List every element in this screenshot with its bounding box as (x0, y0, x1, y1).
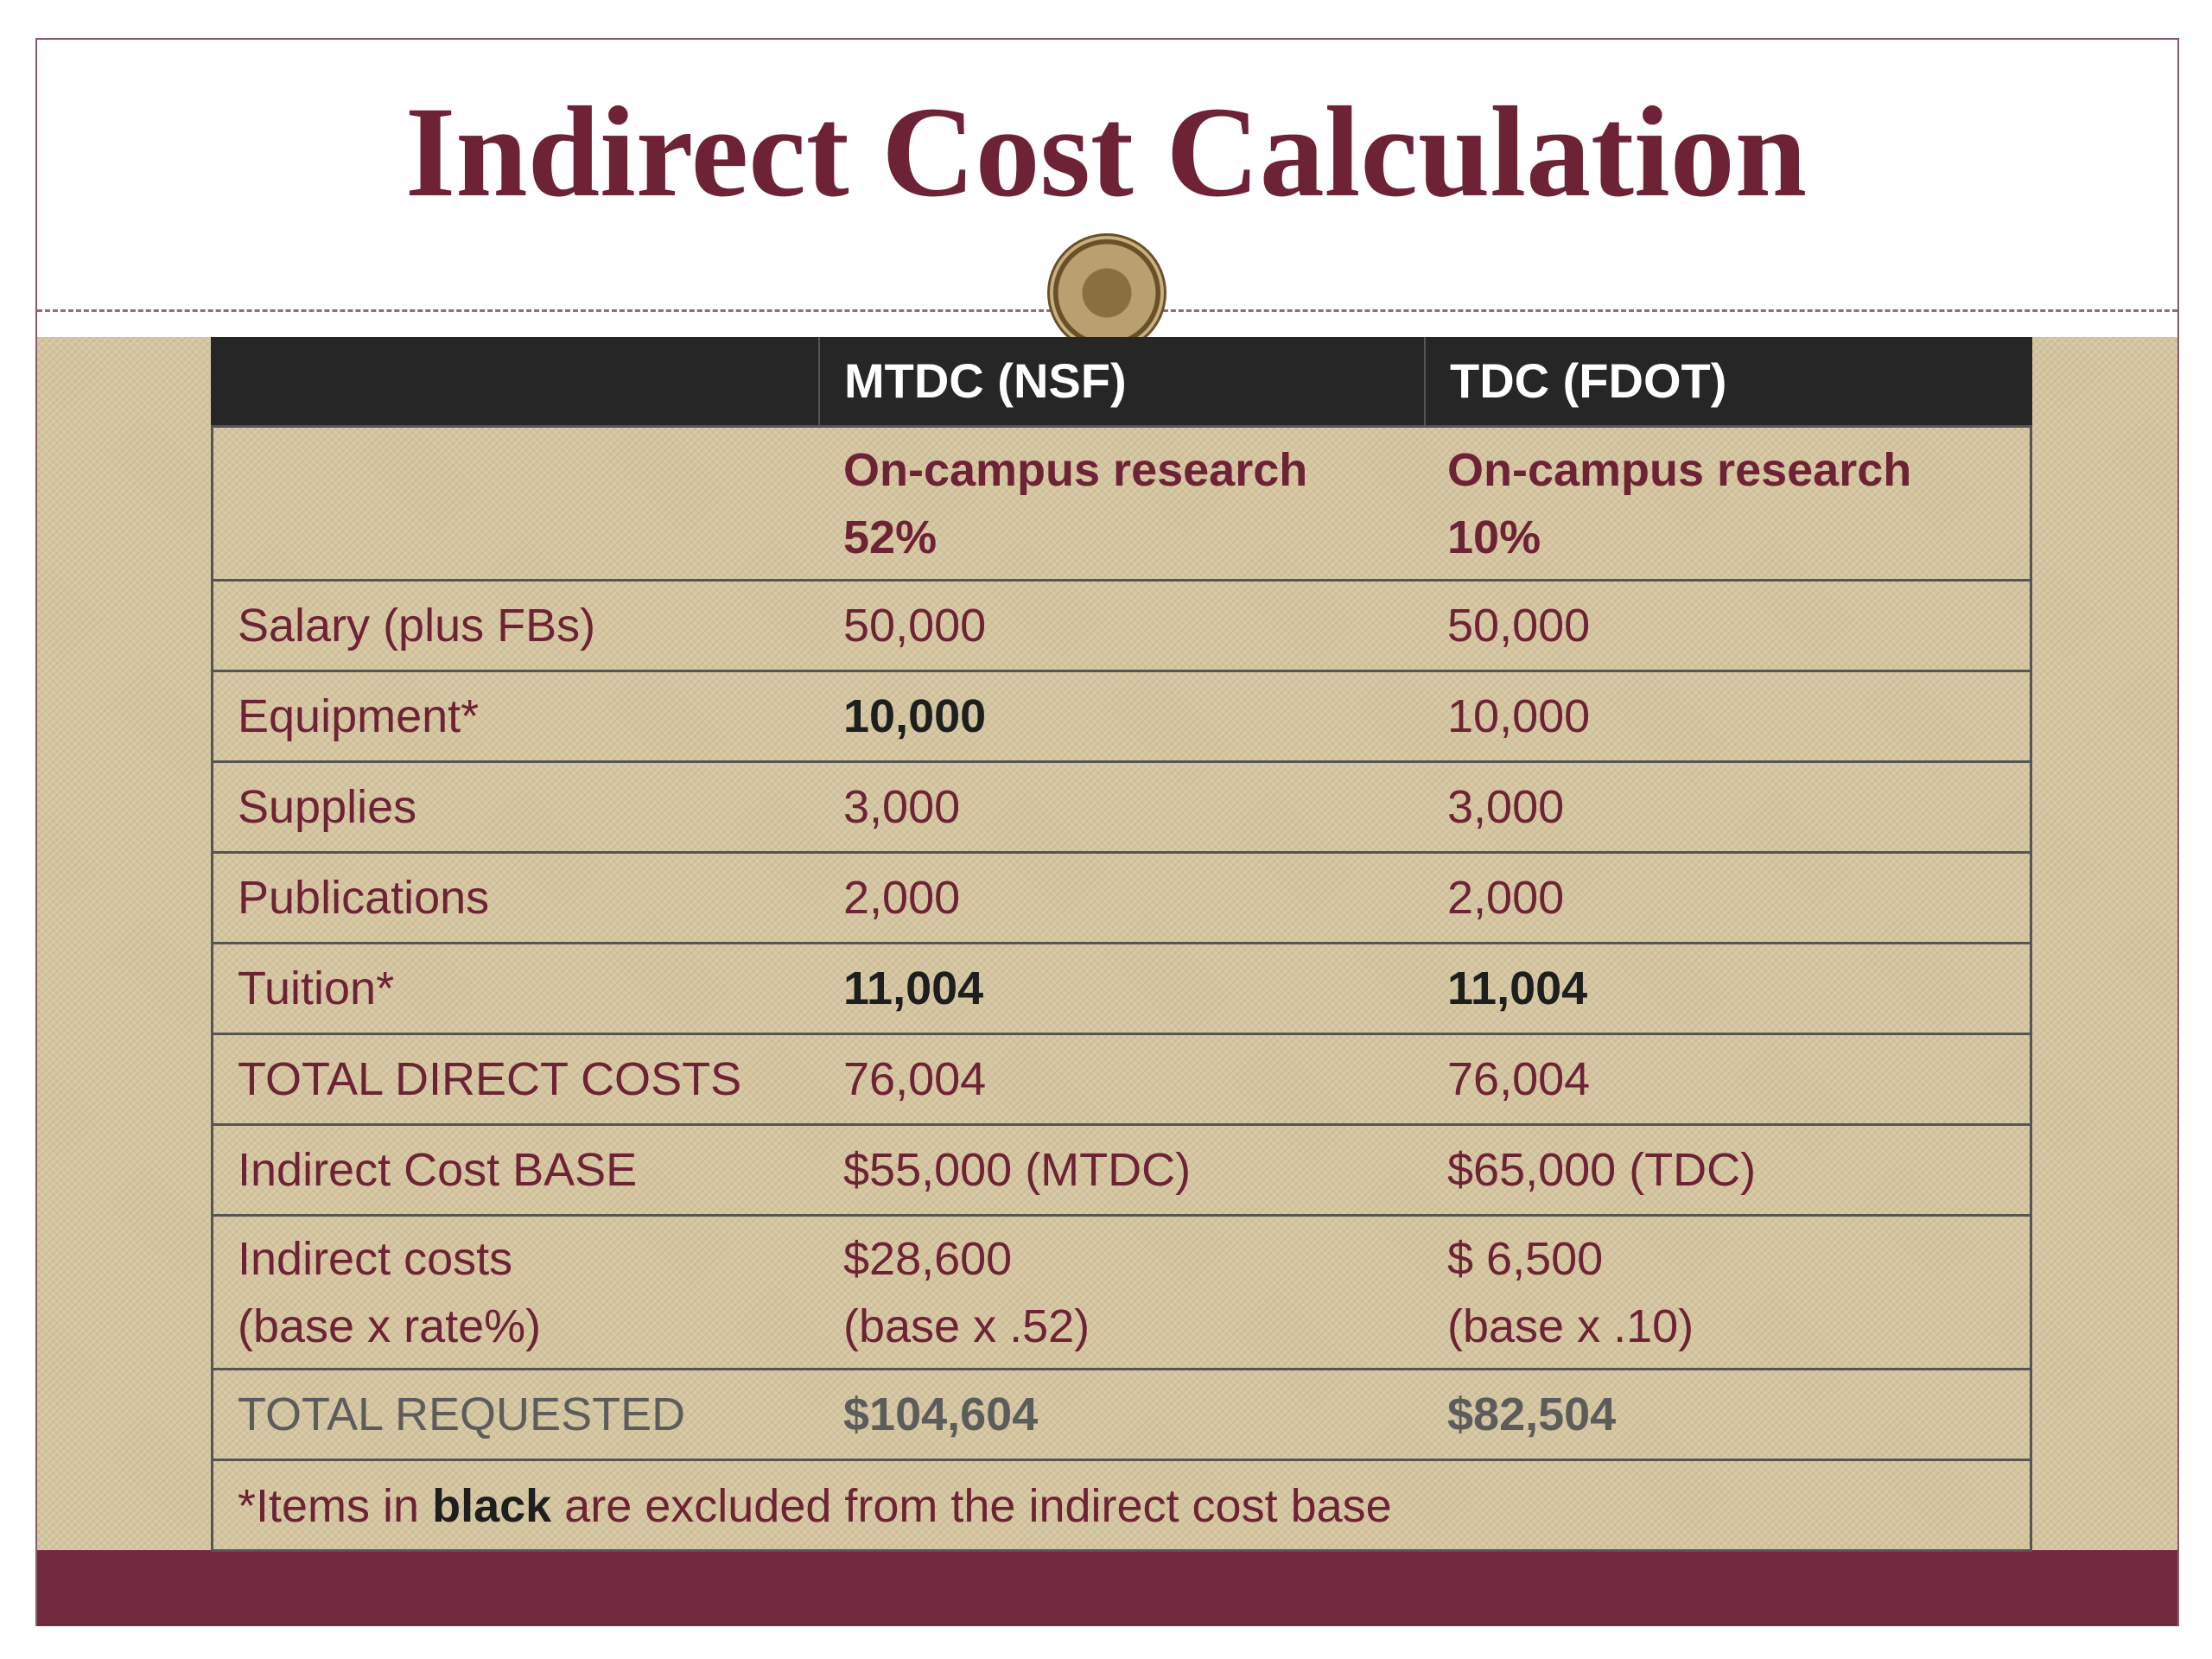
value-cell: $65,000 (TDC) (1423, 1126, 2030, 1214)
table-row: Equipment* 10,000 10,000 (211, 672, 2032, 763)
footnote-row: *Items in black are excluded from the in… (211, 1461, 2032, 1552)
text-line: 10,000 (1447, 690, 1591, 742)
value-cell: 76,004 (819, 1035, 1423, 1123)
text-line: 10,000 (843, 690, 987, 742)
text-line: 11,004 (843, 963, 984, 1014)
table-row: Indirect Cost BASE $55,000 (MTDC) $65,000 … (211, 1126, 2032, 1217)
row-label: TOTAL DIRECT COSTS (213, 1035, 819, 1123)
text-line: 2,000 (1447, 872, 1565, 924)
value-cell: $28,600 (base x .52) (819, 1217, 1423, 1368)
text-line: 2,000 (843, 872, 961, 924)
footnote-part: *Items in (238, 1480, 433, 1532)
text-line: 52% (843, 511, 938, 563)
footnote-part: black (432, 1480, 552, 1532)
value-cell: 76,004 (1423, 1035, 2030, 1123)
text-line: 50,000 (1447, 600, 1591, 652)
text-line: 3,000 (1447, 781, 1565, 833)
text-line: 11,004 (1447, 963, 1588, 1014)
table-row: Publications 2,000 2,000 (211, 854, 2032, 944)
value-cell: 2,000 (1423, 854, 2030, 942)
value-cell: 10,000 (819, 672, 1423, 760)
row-label: Indirect costs (base x rate%) (213, 1217, 819, 1368)
row-label: Supplies (213, 763, 819, 851)
footer-band (37, 1550, 2177, 1626)
value-cell: $ 6,500 (base x .10) (1423, 1217, 2030, 1368)
text-line: Salary (plus FBs) (238, 600, 596, 652)
text-line: 76,004 (843, 1053, 987, 1105)
text-line: On-campus research (843, 443, 1308, 496)
header-cell: MTDC (NSF) (818, 337, 1424, 425)
table-row: TOTAL DIRECT COSTS 76,004 76,004 (211, 1035, 2032, 1126)
table-row: Tuition* 11,004 11,004 (211, 944, 2032, 1035)
cell (213, 428, 819, 579)
value-cell: 11,004 (819, 944, 1423, 1033)
table-row: Indirect costs (base x rate%) $28,600 (base… (211, 1217, 2032, 1370)
row-label: Tuition* (213, 944, 819, 1033)
row-label: TOTAL REQUESTED (213, 1370, 819, 1459)
footnote-part: are excluded from the indirect cost base (551, 1480, 1392, 1532)
text-line: $28,600 (843, 1232, 1013, 1285)
text-line: On-campus research (1447, 443, 1912, 496)
footnote: *Items in black are excluded from the in… (213, 1461, 1416, 1549)
text-line: Supplies (238, 781, 417, 833)
value-cell: $104,604 (819, 1370, 1423, 1459)
text-line: Equipment* (238, 690, 480, 742)
slide-title: Indirect Cost Calculation (404, 80, 1808, 224)
header-row: MTDC (NSF) TDC (FDOT) (211, 337, 2032, 428)
table-row: Supplies 3,000 3,000 (211, 763, 2032, 854)
text-line: $ 6,500 (1447, 1232, 1604, 1285)
table-row: Salary (plus FBs) 50,000 50,000 (211, 582, 2032, 672)
subheader-cell: On-campus research 10% (1423, 428, 2030, 579)
subheader-cell: On-campus research 52% (819, 428, 1423, 579)
text-line: (base x rate%) (238, 1300, 542, 1352)
text-line: 50,000 (843, 600, 987, 652)
header-cell (211, 337, 818, 425)
text-line: $65,000 (TDC) (1447, 1144, 1757, 1196)
text-line: 10% (1447, 511, 1541, 563)
subheader-row: On-campus research 52% On-campus research 1… (211, 428, 2032, 582)
value-cell: $82,504 (1423, 1370, 2030, 1459)
value-cell: 3,000 (1423, 763, 2030, 851)
text-line: Indirect Cost BASE (238, 1144, 638, 1196)
text-line: TOTAL DIRECT COSTS (238, 1053, 742, 1105)
text-line: 76,004 (1447, 1053, 1591, 1105)
row-label: Indirect Cost BASE (213, 1126, 819, 1214)
text-line: (base x .52) (843, 1300, 1090, 1352)
text-line: Publications (238, 872, 490, 924)
row-label: Publications (213, 854, 819, 942)
text-line: $82,504 (1447, 1389, 1617, 1440)
text-line: (base x .10) (1447, 1300, 1694, 1352)
table-row: TOTAL REQUESTED $104,604 $82,504 (211, 1370, 2032, 1461)
header-cell: TDC (FDOT) (1424, 337, 2032, 425)
value-cell: $55,000 (MTDC) (819, 1126, 1423, 1214)
value-cell: 11,004 (1423, 944, 2030, 1033)
text-line: $104,604 (843, 1389, 1039, 1440)
cost-table: MTDC (NSF) TDC (FDOT) On-campus research 52… (211, 337, 2032, 1552)
text-line: Tuition* (238, 963, 395, 1014)
text-line: $55,000 (MTDC) (843, 1144, 1192, 1196)
value-cell: 10,000 (1423, 672, 2030, 760)
value-cell: 2,000 (819, 854, 1423, 942)
row-label: Equipment* (213, 672, 819, 760)
value-cell: 50,000 (1423, 582, 2030, 670)
row-label: Salary (plus FBs) (213, 582, 819, 670)
value-cell: 50,000 (819, 582, 1423, 670)
text-line: Indirect costs (238, 1232, 513, 1285)
text-line: 3,000 (843, 781, 961, 833)
text-line: TOTAL REQUESTED (238, 1389, 686, 1440)
seal-icon (1047, 233, 1166, 353)
value-cell: 3,000 (819, 763, 1423, 851)
